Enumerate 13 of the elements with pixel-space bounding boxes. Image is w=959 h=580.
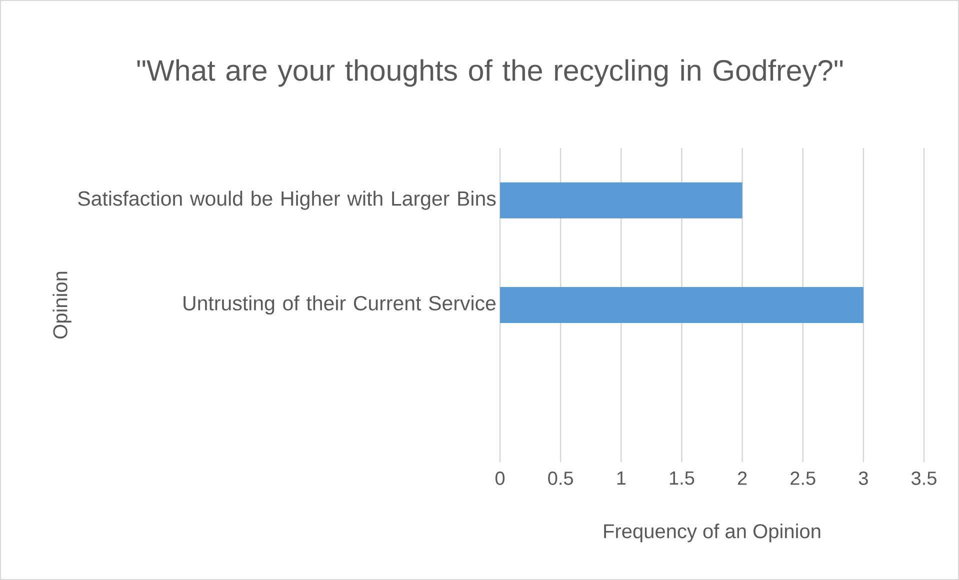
x-tick-label: 0 xyxy=(495,472,505,485)
y-tick-label: Untrusting of their Current Service xyxy=(184,295,496,315)
x-axis-title: Frequency of an Opinion xyxy=(604,524,820,542)
x-tick-label: 0.5 xyxy=(548,472,573,485)
y-tick-label: Satisfaction would be Higher with Larger Bins xyxy=(78,190,496,210)
x-tick-label: 3 xyxy=(858,472,868,485)
x-tick-label: 1.5 xyxy=(670,472,694,485)
x-tick-label: 2 xyxy=(738,472,747,485)
y-axis-title: Opinion xyxy=(52,272,72,339)
x-tick-label: 1 xyxy=(617,472,626,485)
x-tick-label: 2.5 xyxy=(790,472,816,485)
x-tick-label: 3.5 xyxy=(912,472,936,485)
chart-title: "What are your thoughts of the recycling in Godfrey?" xyxy=(137,59,843,87)
